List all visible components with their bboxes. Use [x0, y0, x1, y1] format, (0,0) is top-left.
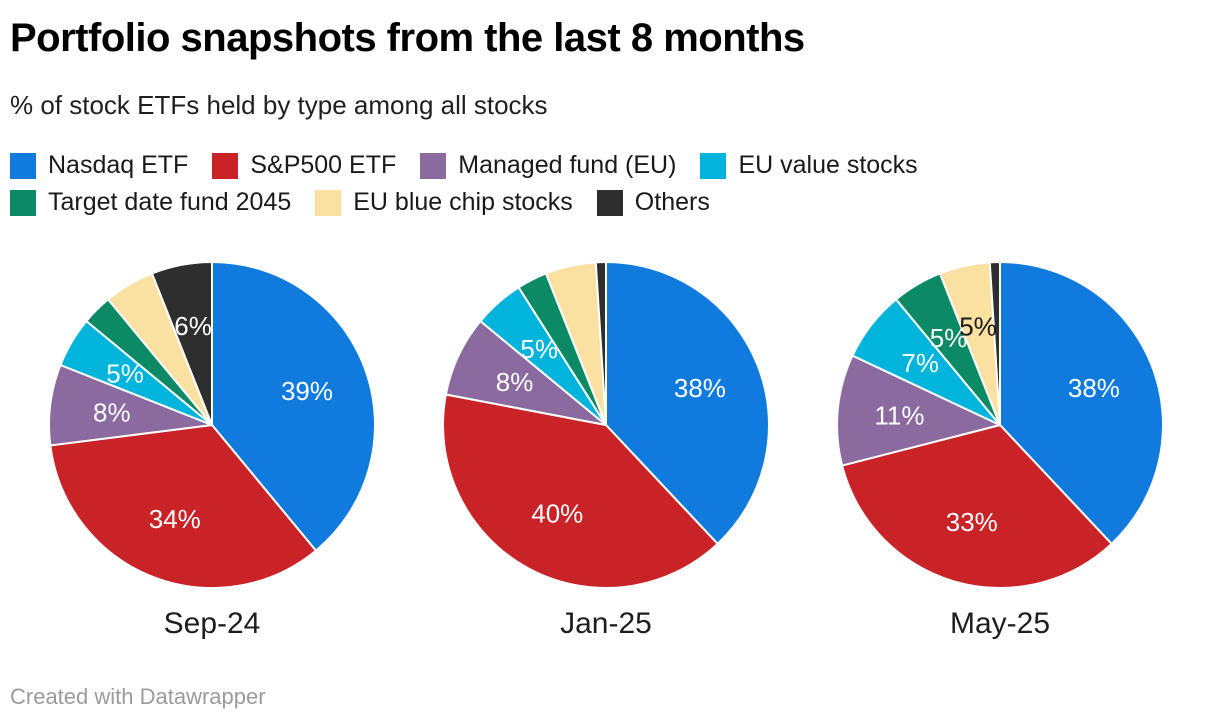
legend-label: Nasdaq ETF	[48, 151, 189, 179]
slice-percentage-label: 33%	[946, 507, 998, 537]
legend-label: Others	[634, 188, 710, 216]
legend-swatch-s-p500-etf	[212, 152, 239, 179]
pie-svg-may-25: 38%33%11%7%5%5%	[835, 260, 1164, 589]
datawrapper-chart: Portfolio snapshots from the last 8 mont…	[10, 16, 1200, 709]
pie-slice-s-p500-etf[interactable]	[49, 424, 317, 589]
pie-month-label: Jan-25	[560, 607, 652, 640]
pie-chart-jan-25: 38% 40% 8% 5% Jan-25	[440, 259, 772, 641]
pie-month-label: May-25	[949, 607, 1051, 640]
pie-slice-others[interactable]	[988, 260, 1001, 426]
slice-percentage-label: 34%	[149, 504, 201, 534]
pie-slice-managed-fund-eu[interactable]	[835, 354, 1001, 467]
legend-swatch-others	[596, 189, 623, 216]
pie-slice-nasdaq-etf[interactable]	[605, 261, 770, 545]
pie-svg-sep-24: 39% 34% 8% 5% 6%	[48, 261, 376, 589]
chart-title: Portfolio snapshots from the last 8 mont…	[10, 16, 805, 60]
pie-svg-jan-25: 38% 40% 8%5%	[442, 260, 770, 589]
pie-slice-others[interactable]	[151, 261, 213, 426]
slice-percentage-label: 38%	[674, 373, 726, 403]
slice-percentage-label: 5%	[520, 334, 558, 364]
legend-item-nasdaq-etf: Nasdaq ETF	[10, 151, 188, 180]
slice-percentage-label: 39%	[281, 376, 333, 406]
pie-slice-nasdaq-etf[interactable]	[999, 261, 1164, 545]
pie-charts-row: 39% 34% 8% 5% 6% Sep-24 38% 40% 8% 5% Jan-25 38% 33%…	[10, 259, 1200, 641]
legend-swatch-target-date-fund-2045	[10, 189, 36, 216]
attribution-link[interactable]: Created with Datawrapper	[10, 684, 266, 709]
slice-percentage-label: 40%	[531, 499, 583, 529]
legend-item-managed-fund-eu: Managed fund (EU)	[420, 151, 676, 180]
slice-percentage-label: 5%	[930, 323, 968, 353]
pie-slice-others[interactable]	[594, 260, 607, 426]
legend: Nasdaq ETF S&P500 ETF Managed fund (EU) EU …	[10, 151, 1200, 217]
legend-label: EU blue chip stocks	[353, 188, 573, 216]
legend-swatch-nasdaq-etf	[10, 152, 36, 179]
slice-percentage-label: 11%	[874, 401, 924, 431]
slice-percentage-label: 5%	[959, 311, 997, 341]
legend-swatch-managed-fund-eu	[420, 152, 447, 179]
slice-percentage-label: 8%	[93, 397, 131, 427]
legend-label: EU value stocks	[738, 151, 918, 179]
slice-percentage-label: 8%	[496, 367, 534, 397]
legend-item-target-date-fund-2045: Target date fund 2045	[10, 188, 291, 217]
pie-slice-nasdaq-etf[interactable]	[211, 261, 376, 552]
legend-swatch-eu-blue-chip-stocks	[315, 189, 342, 216]
legend-item-eu-blue-chip-stocks: EU blue chip stocks	[315, 188, 573, 217]
slice-percentage-label: 5%	[106, 359, 144, 389]
legend-label: Managed fund (EU)	[458, 151, 677, 179]
legend-swatch-eu-value-stocks	[700, 152, 727, 179]
pie-month-label: Sep-24	[163, 607, 261, 640]
pie-chart-sep-24: 39% 34% 8% 5% 6% Sep-24	[46, 259, 378, 641]
chart-subtitle: % of stock ETFs held by type among all s…	[10, 90, 548, 120]
slice-percentage-label: 38%	[1068, 373, 1120, 403]
pie-slice-s-p500-etf[interactable]	[442, 393, 719, 589]
slice-percentage-label: 7%	[901, 348, 939, 378]
pie-chart-may-25: 38% 33% 11% 7% 5% 5% May-25	[834, 259, 1166, 641]
legend-item-s-p500-etf: S&P500 ETF	[212, 151, 396, 180]
legend-label: S&P500 ETF	[250, 151, 397, 179]
legend-item-eu-value-stocks: EU value stocks	[700, 151, 918, 180]
legend-item-others: Others	[596, 188, 710, 217]
slice-percentage-label: 6%	[174, 311, 212, 341]
pie-slice-s-p500-etf[interactable]	[841, 424, 1113, 589]
legend-label: Target date fund 2045	[48, 188, 292, 216]
